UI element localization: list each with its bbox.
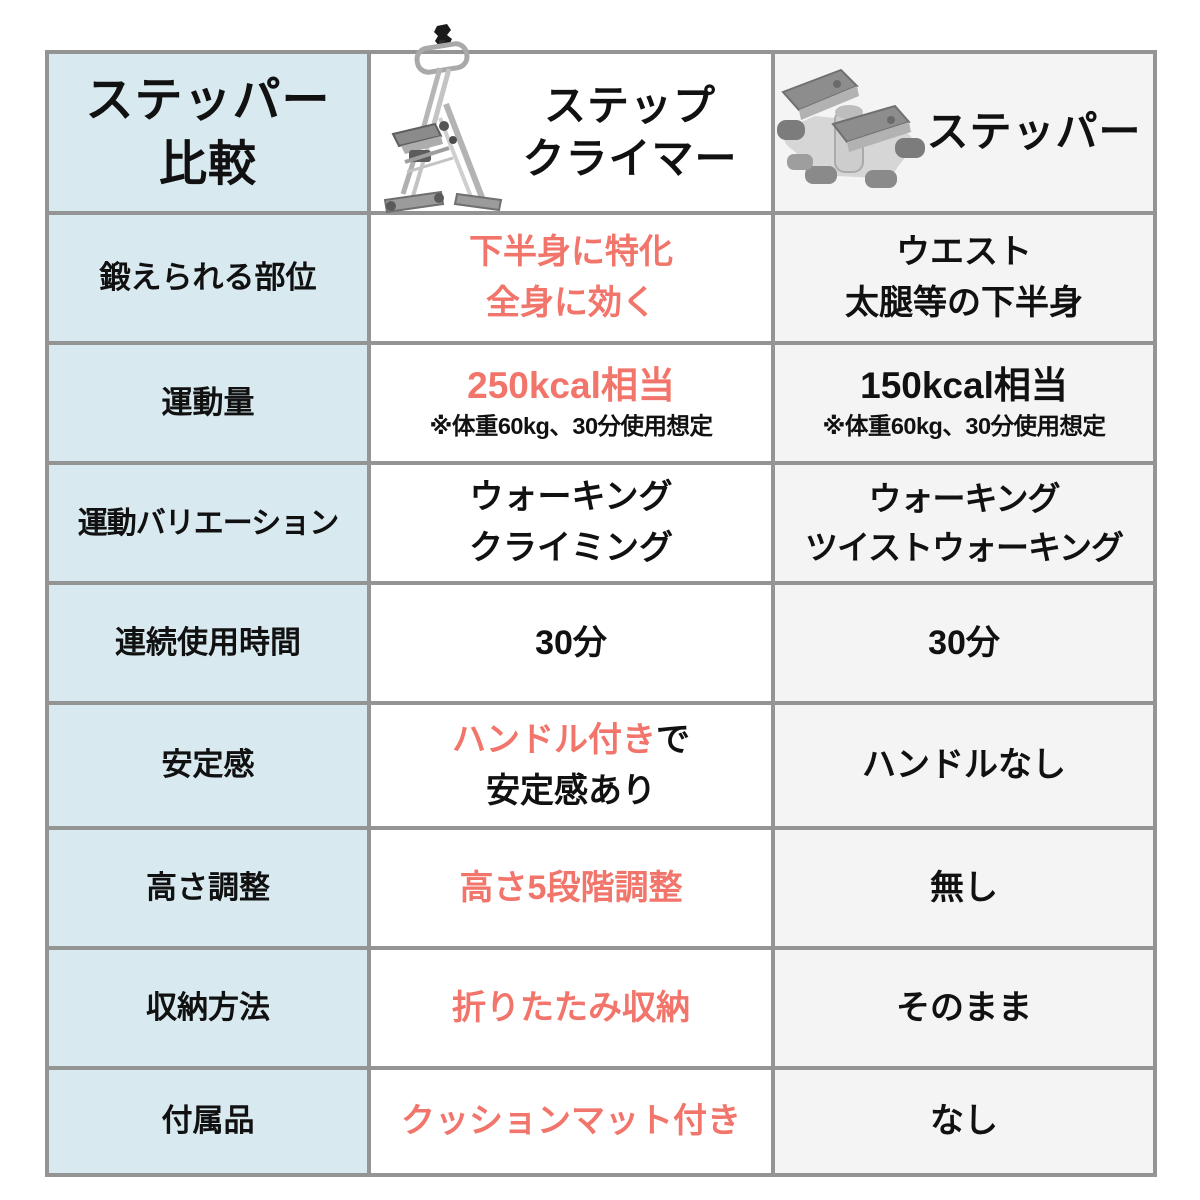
climber-continuous-use-cell: 30分 xyxy=(371,585,771,701)
product-stepper-name-text: ステッパー xyxy=(926,108,1142,156)
label-stability-text: 安定感 xyxy=(161,747,255,783)
climber-variation-line2: クライミング xyxy=(469,529,673,567)
climber-height-adjust-cell: 高さ5段階調整 xyxy=(371,830,771,946)
stepper-variation-line1: ウォーキング xyxy=(868,479,1060,517)
label-accessories-text: 付属品 xyxy=(161,1103,255,1139)
stepper-height-adjust-value: 無し xyxy=(930,868,998,907)
climber-stability-accent: ハンドル付き xyxy=(452,720,656,759)
product-stepper-header-cell: ステッパー xyxy=(775,54,1153,211)
label-height-adjust: 高さ調整 xyxy=(49,830,367,946)
label-exercise-amount: 運動量 xyxy=(49,345,367,461)
label-stability: 安定感 xyxy=(49,705,367,826)
stepper-stability-cell: ハンドルなし xyxy=(775,705,1153,826)
climber-kcal-value: 250kcal相当 xyxy=(467,365,675,407)
climber-trained-parts-line2: 全身に効く xyxy=(486,284,656,322)
label-exercise-amount-text: 運動量 xyxy=(161,384,255,420)
stepper-kcal-value: 150kcal相当 xyxy=(860,365,1068,407)
stepper-trained-parts-cell: ウエスト 太腿等の下半身 xyxy=(775,215,1153,341)
label-accessories: 付属品 xyxy=(49,1070,367,1173)
label-storage: 収納方法 xyxy=(49,950,367,1066)
climber-variation-value: ウォーキング クライミング xyxy=(469,472,673,574)
stepper-exercise-amount-cell: 150kcal相当 ※体重60kg、30分使用想定 xyxy=(775,345,1153,461)
stepper-storage-value: そのまま xyxy=(896,988,1032,1027)
climber-variation-cell: ウォーキング クライミング xyxy=(371,465,771,581)
climber-kcal-note: ※体重60kg、30分使用想定 xyxy=(429,413,713,440)
climber-storage-cell: 折りたたみ収納 xyxy=(371,950,771,1066)
label-storage-text: 収納方法 xyxy=(146,989,270,1025)
stepper-stability-value: ハンドルなし xyxy=(862,746,1066,784)
climber-stability-cell: ハンドル付きで 安定感あり xyxy=(371,705,771,826)
label-continuous-use-text: 連続使用時間 xyxy=(115,624,301,660)
step-climber-icon xyxy=(383,24,503,214)
climber-stability-value: ハンドル付きで 安定感あり xyxy=(452,715,690,817)
label-trained-parts-text: 鍛えられる部位 xyxy=(99,259,317,295)
climber-exercise-amount-cell: 250kcal相当 ※体重60kg、30分使用想定 xyxy=(371,345,771,461)
stepper-kcal-note: ※体重60kg、30分使用想定 xyxy=(822,413,1106,440)
stepper-trained-parts-line2: 太腿等の下半身 xyxy=(845,284,1083,322)
climber-continuous-use-value: 30分 xyxy=(535,623,607,662)
product-climber-name-line2: クライマー xyxy=(522,134,738,182)
product-climber-header-cell: ステップ クライマー xyxy=(371,24,771,214)
stepper-height-adjust-cell: 無し xyxy=(775,830,1153,946)
table-title-line1: ステッパー xyxy=(85,74,331,128)
climber-trained-parts-cell: 下半身に特化 全身に効く xyxy=(371,215,771,341)
climber-stability-line1: ハンドル付きで xyxy=(452,715,690,766)
label-exercise-variation: 運動バリエーション xyxy=(49,465,367,581)
climber-trained-parts-value: 下半身に特化 全身に効く xyxy=(469,227,673,329)
stepper-accessories-cell: なし xyxy=(775,1070,1153,1173)
product-climber-name: ステップ クライマー xyxy=(489,80,771,185)
climber-variation-line1: ウォーキング xyxy=(469,478,673,516)
stepper-variation-cell: ウォーキング ツイストウォーキング xyxy=(775,465,1153,581)
stepper-continuous-use-value: 30分 xyxy=(928,623,1000,662)
table-title: ステッパー 比較 xyxy=(85,69,330,196)
climber-storage-value: 折りたたみ収納 xyxy=(452,988,690,1027)
product-climber-name-line1: ステップ xyxy=(543,82,716,129)
product-stepper-name: ステッパー xyxy=(915,106,1153,159)
comparison-table: ステッパー 比較 xyxy=(45,24,1157,1177)
climber-stability-suffix: で xyxy=(656,720,690,759)
mini-stepper-icon xyxy=(777,68,925,188)
climber-stability-line2: 安定感あり xyxy=(486,771,656,810)
stepper-accessories-value: なし xyxy=(930,1102,998,1140)
label-continuous-use: 連続使用時間 xyxy=(49,585,367,701)
climber-accessories-value: クッションマット付き xyxy=(401,1102,741,1140)
stepper-continuous-use-cell: 30分 xyxy=(775,585,1153,701)
stepper-variation-line2: ツイストウォーキング xyxy=(804,529,1124,566)
climber-height-adjust-value: 高さ5段階調整 xyxy=(459,868,683,907)
stepper-trained-parts-line1: ウエスト xyxy=(896,233,1032,271)
table-title-line2: 比較 xyxy=(158,137,257,191)
label-trained-parts: 鍛えられる部位 xyxy=(49,215,367,341)
stepper-storage-cell: そのまま xyxy=(775,950,1153,1066)
stepper-trained-parts-value: ウエスト 太腿等の下半身 xyxy=(845,227,1083,329)
label-exercise-variation-text: 運動バリエーション xyxy=(77,506,339,540)
table-title-cell: ステッパー 比較 xyxy=(49,54,367,211)
stepper-variation-value: ウォーキング ツイストウォーキング xyxy=(804,474,1124,573)
label-height-adjust-text: 高さ調整 xyxy=(146,869,270,905)
climber-accessories-cell: クッションマット付き xyxy=(371,1070,771,1173)
climber-trained-parts-line1: 下半身に特化 xyxy=(469,233,673,271)
